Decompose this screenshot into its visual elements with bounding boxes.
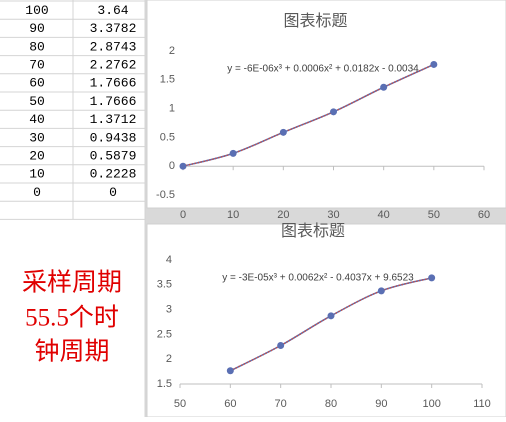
table-cell: 40 xyxy=(29,112,45,127)
table-cell: 100 xyxy=(25,3,48,18)
x-tick-label: 60 xyxy=(224,398,236,410)
table-cell: 3.64 xyxy=(97,3,128,18)
x-tick-label: 10 xyxy=(227,209,239,221)
point xyxy=(179,162,187,170)
x-tick-label: 90 xyxy=(375,398,387,410)
table-cell: 70 xyxy=(29,58,45,73)
y-tick-label: -0.5 xyxy=(156,189,175,201)
x-tick-label: 0 xyxy=(180,209,186,221)
point xyxy=(377,287,385,295)
table-cell: 10 xyxy=(29,167,45,182)
y-tick-label: 2.5 xyxy=(157,328,172,340)
point xyxy=(277,342,285,350)
y-tick-label: 0 xyxy=(169,160,175,172)
table-cell: 0 xyxy=(33,185,41,200)
y-tick-label: 1.5 xyxy=(157,378,172,390)
trendline xyxy=(182,63,435,167)
point xyxy=(327,312,335,320)
point xyxy=(229,149,237,157)
y-tick-label: 0.5 xyxy=(160,131,175,143)
table-cell: 20 xyxy=(29,149,45,164)
chart-title: 图表标题 xyxy=(283,12,347,30)
table-cell: 3.3782 xyxy=(90,21,137,36)
y-tick-label: 2 xyxy=(166,353,172,365)
point xyxy=(226,367,234,375)
x-tick-label: 100 xyxy=(422,398,440,410)
chart-area xyxy=(146,223,506,418)
x-tick-label: 70 xyxy=(275,398,287,410)
y-tick-label: 1.5 xyxy=(160,74,175,86)
trendline-equation: y = -6E-06x³ + 0.0006x² + 0.0182x - 0.00… xyxy=(227,64,419,75)
x-tick-label: 80 xyxy=(325,398,337,410)
table-cell: 0.9438 xyxy=(90,130,137,145)
table-cell: 1.3712 xyxy=(90,112,137,127)
note-line: 55.5个时 xyxy=(25,304,119,332)
point xyxy=(430,60,438,68)
table-cell: 50 xyxy=(29,94,45,109)
table-cell: 80 xyxy=(29,39,45,54)
trendline-equation: y = -3E-05x³ + 0.0062x² - 0.4037x + 9.65… xyxy=(222,273,414,284)
note-line: 采样周期 xyxy=(22,269,122,297)
table-cell: 0.2228 xyxy=(90,167,137,182)
chart-area xyxy=(146,0,506,209)
x-tick-label: 50 xyxy=(174,398,186,410)
point xyxy=(428,274,436,282)
table-cell: 60 xyxy=(29,76,45,91)
chart-title: 图表标题 xyxy=(281,222,345,240)
table-cell: 1.7666 xyxy=(90,94,137,109)
table-cell: 2.8743 xyxy=(90,39,137,54)
y-tick-label: 2 xyxy=(169,45,175,57)
table-cell: 30 xyxy=(29,130,45,145)
point xyxy=(380,83,388,91)
y-tick-label: 1 xyxy=(169,103,175,115)
note-line: 钟周期 xyxy=(34,338,109,366)
y-tick-label: 3.5 xyxy=(157,279,172,291)
point xyxy=(279,128,287,136)
table-cell: 1.7666 xyxy=(90,76,137,91)
x-tick-label: 110 xyxy=(473,398,491,410)
y-tick-label: 3 xyxy=(166,304,172,316)
table-cell: 2.2762 xyxy=(90,58,137,73)
x-tick-label: 20 xyxy=(277,209,289,221)
x-tick-label: 50 xyxy=(428,209,440,221)
y-tick-label: 4 xyxy=(166,254,172,266)
x-tick-label: 60 xyxy=(478,209,490,221)
table-cell: 90 xyxy=(29,21,45,36)
x-tick-label: 40 xyxy=(378,209,390,221)
table-cell: 0 xyxy=(109,185,117,200)
table-cell: 0.5879 xyxy=(90,149,137,164)
x-tick-label: 30 xyxy=(327,209,339,221)
point xyxy=(330,108,337,116)
